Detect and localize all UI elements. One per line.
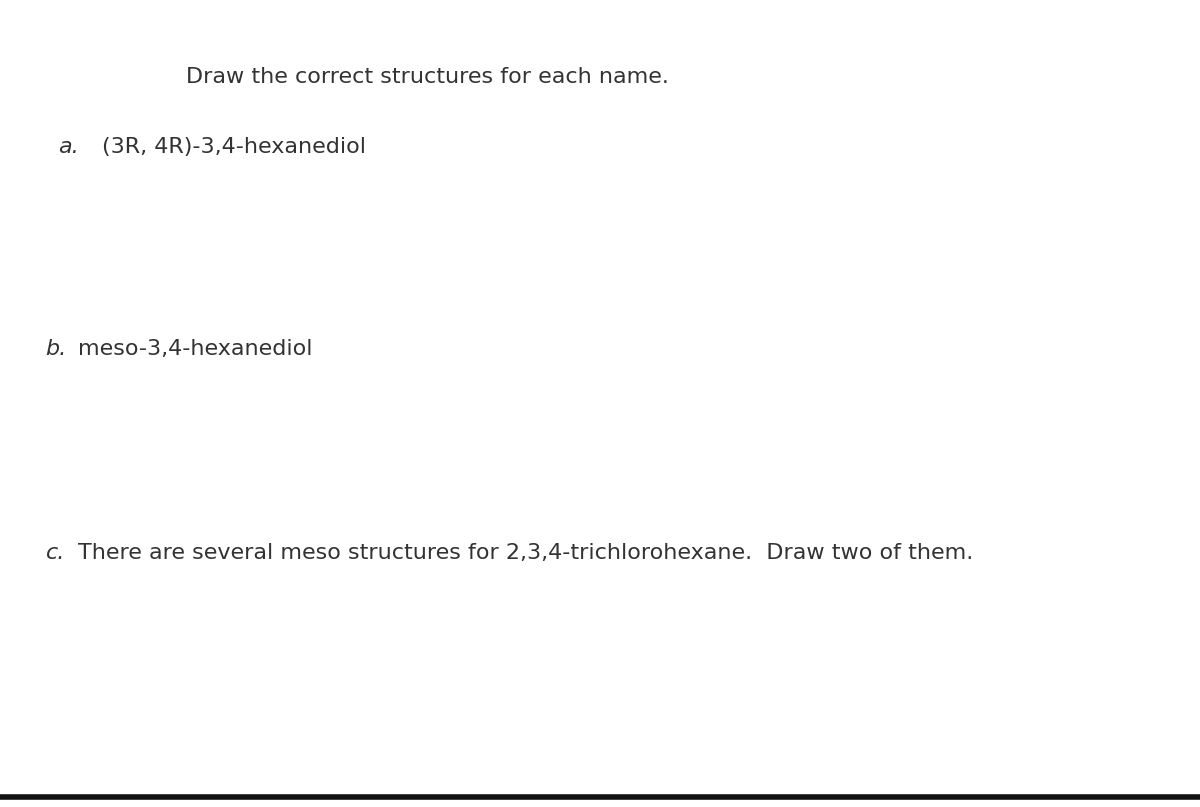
Text: c.: c.	[46, 543, 65, 562]
Text: Draw the correct structures for each name.: Draw the correct structures for each nam…	[186, 67, 668, 86]
Text: There are several meso structures for 2,3,4-trichlorohexane.  Draw two of them.: There are several meso structures for 2,…	[78, 543, 973, 562]
Text: (3R, 4R)-3,4-hexanediol: (3R, 4R)-3,4-hexanediol	[102, 137, 366, 157]
Text: a.: a.	[58, 137, 78, 157]
Text: b.: b.	[46, 339, 67, 358]
Text: meso-3,4-hexanediol: meso-3,4-hexanediol	[78, 339, 312, 358]
